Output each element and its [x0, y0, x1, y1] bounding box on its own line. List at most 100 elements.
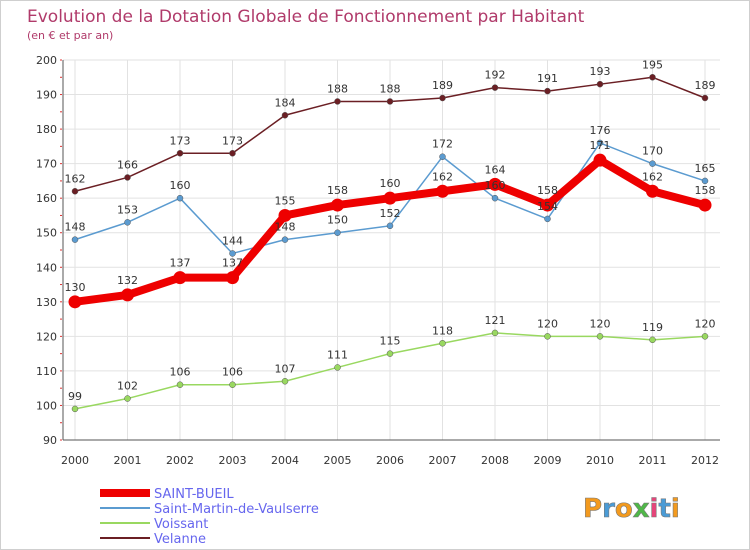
axes: 90 100 110 120 130 140 150 160 170 180 190 200 2000 2… — [36, 54, 720, 467]
x-tick-label: 2007 — [429, 454, 457, 467]
data-point-saint-martin-de-vaulserre — [649, 160, 656, 167]
proxiti-logo: Proxiti — [583, 494, 680, 525]
data-label-saint-martin-de-vaulserre: 154 — [537, 200, 558, 213]
data-label-voissant: 111 — [327, 348, 348, 361]
data-label-voissant: 120 — [590, 317, 611, 330]
x-tick-label: 2009 — [534, 454, 562, 467]
y-tick-label: 190 — [36, 89, 57, 102]
data-label-saint-martin-de-vaulserre: 165 — [695, 162, 716, 175]
data-point-voissant — [281, 378, 289, 385]
y-tick-label: 130 — [36, 296, 57, 309]
data-point-velanne — [124, 174, 131, 181]
data-label-velanne: 162 — [65, 172, 86, 185]
data-point-saint-martin-de-vaulserre — [176, 194, 184, 202]
logo-letter: i — [650, 494, 659, 524]
logo-letter: r — [602, 494, 615, 524]
grid — [63, 59, 720, 441]
data-point-saint-martin-de-vaulserre — [229, 250, 236, 257]
data-point-saint-martin-de-vaulserre — [281, 236, 289, 243]
data-point-velanne — [649, 74, 656, 81]
logo-letter: x — [633, 494, 650, 524]
logo-letter: t — [658, 494, 670, 524]
data-point-saint-bueil — [173, 271, 187, 285]
data-point-saint-martin-de-vaulserre — [701, 177, 709, 185]
x-tick-label: 2005 — [324, 454, 352, 467]
data-point-saint-martin-de-vaulserre — [596, 139, 604, 147]
data-point-saint-bueil — [121, 288, 134, 302]
data-label-velanne: 188 — [380, 82, 401, 95]
x-tick-label: 2008 — [481, 454, 509, 467]
data-label-voissant: 120 — [537, 317, 558, 330]
data-label-velanne: 166 — [117, 158, 138, 171]
data-point-saint-martin-de-vaulserre — [439, 153, 446, 160]
x-tick-label: 2003 — [219, 454, 247, 467]
data-label-saint-martin-de-vaulserre: 144 — [222, 234, 243, 247]
data-label-voissant: 119 — [642, 321, 663, 334]
data-point-velanne — [544, 87, 551, 95]
data-label-saint-bueil: 160 — [380, 177, 401, 190]
data-point-saint-bueil — [226, 271, 239, 285]
y-tick-label: 150 — [36, 227, 57, 240]
legend-label-saint-martin-de-vaulserre: Saint-Martin-de-Vaulserre — [154, 502, 319, 517]
x-tick-label: 2004 — [271, 454, 299, 467]
y-tick-label: 90 — [43, 434, 57, 447]
y-tick-label: 160 — [36, 192, 57, 205]
x-tick-label: 2002 — [166, 454, 194, 467]
data-point-voissant — [386, 350, 394, 357]
y-tick-label: 200 — [36, 54, 57, 67]
logo-letter: i — [671, 494, 680, 524]
data-point-voissant — [176, 381, 184, 388]
data-point-saint-bueil — [278, 208, 292, 222]
data-point-voissant — [439, 340, 446, 347]
data-label-voissant: 102 — [117, 380, 138, 393]
data-label-saint-bueil: 158 — [327, 184, 348, 197]
y-tick-label: 140 — [36, 261, 57, 274]
series — [68, 74, 712, 413]
data-point-saint-martin-de-vaulserre — [544, 215, 551, 223]
data-label-velanne: 191 — [537, 72, 558, 85]
data-point-velanne — [176, 150, 184, 157]
data-label-saint-bueil: 164 — [485, 163, 506, 176]
y-tick-label: 100 — [36, 399, 57, 412]
data-label-velanne: 173 — [170, 134, 191, 147]
data-point-saint-bueil — [593, 153, 607, 167]
data-label-voissant: 99 — [68, 390, 82, 403]
data-point-velanne — [281, 112, 289, 119]
data-point-voissant — [649, 336, 656, 344]
data-label-saint-martin-de-vaulserre: 160 — [170, 179, 191, 192]
data-label-saint-bueil: 155 — [275, 194, 296, 207]
y-tick-label: 110 — [36, 365, 57, 378]
data-point-saint-bueil — [646, 184, 659, 198]
data-point-velanne — [71, 188, 79, 195]
data-point-saint-martin-de-vaulserre — [71, 236, 79, 243]
data-point-voissant — [124, 395, 131, 402]
legend-label-voissant: Voissant — [154, 517, 208, 532]
data-label-voissant: 115 — [380, 335, 401, 348]
logo-text: Proxiti — [583, 494, 680, 524]
data-label-saint-bueil: 130 — [65, 281, 86, 294]
legend-label-saint-bueil: SAINT-BUEIL — [154, 487, 234, 502]
chart-subtitle: (en € et par an) — [27, 29, 113, 42]
logo-letter: P — [583, 494, 602, 524]
data-label-saint-bueil: 171 — [590, 139, 611, 152]
data-point-saint-bueil — [331, 198, 344, 212]
data-label-velanne: 192 — [485, 69, 506, 82]
data-label-saint-martin-de-vaulserre: 153 — [117, 203, 138, 216]
chart-title: Evolution de la Dotation Globale de Fonc… — [27, 7, 585, 27]
y-tick-label: 170 — [36, 158, 57, 171]
data-label-voissant: 120 — [695, 317, 716, 330]
data-point-saint-bueil — [383, 191, 397, 205]
x-tick-label: 2006 — [376, 454, 404, 467]
data-label-saint-martin-de-vaulserre: 148 — [65, 221, 86, 234]
data-point-voissant — [491, 329, 499, 337]
data-label-voissant: 107 — [275, 362, 296, 375]
data-label-saint-martin-de-vaulserre: 172 — [432, 138, 453, 151]
data-point-saint-martin-de-vaulserre — [124, 219, 131, 226]
data-label-saint-bueil: 158 — [537, 184, 558, 197]
data-label-saint-martin-de-vaulserre: 152 — [380, 207, 401, 220]
legend: SAINT-BUEILSaint-Martin-de-VaulserreVois… — [100, 487, 319, 547]
data-label-saint-bueil: 137 — [222, 257, 243, 270]
data-label-voissant: 106 — [222, 366, 243, 379]
